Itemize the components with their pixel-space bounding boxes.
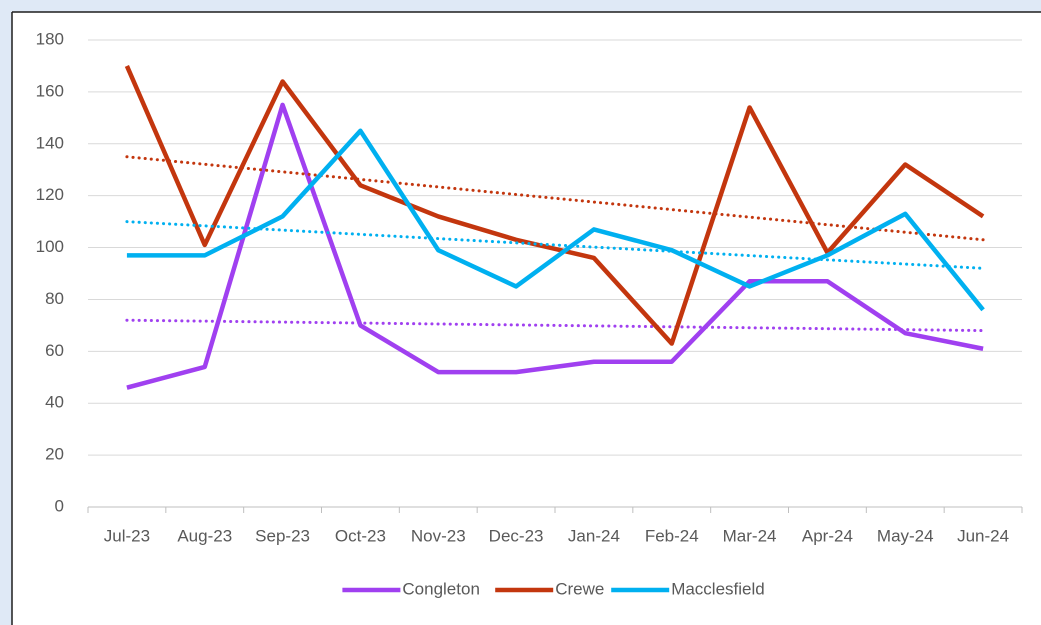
trendline xyxy=(125,318,985,333)
y-tick-label: 40 xyxy=(45,393,64,412)
legend-label: Crewe xyxy=(555,579,604,598)
series-line xyxy=(126,102,984,390)
x-tick-label: May-24 xyxy=(877,526,934,545)
y-tick-label: 120 xyxy=(36,185,64,204)
x-tick-label: Dec-23 xyxy=(489,526,544,545)
legend-label: Macclesfield xyxy=(671,579,765,598)
y-tick-label: 140 xyxy=(36,133,64,152)
y-tick-label: 60 xyxy=(45,341,64,360)
x-tick-label: Jun-24 xyxy=(957,526,1009,545)
y-tick-label: 100 xyxy=(36,237,64,256)
x-tick-label: Jul-23 xyxy=(104,526,150,545)
chart-area xyxy=(12,12,1041,625)
x-tick-label: Oct-23 xyxy=(335,526,386,545)
x-tick-label: Sep-23 xyxy=(255,526,310,545)
x-tick-label: Feb-24 xyxy=(645,526,699,545)
series-line xyxy=(124,65,985,346)
y-tick-label: 0 xyxy=(55,496,64,515)
y-tick-label: 180 xyxy=(36,29,64,48)
x-tick-label: Apr-24 xyxy=(802,526,853,545)
legend-label: Congleton xyxy=(402,579,480,598)
y-tick-label: 160 xyxy=(36,81,64,100)
x-tick-label: Aug-23 xyxy=(177,526,232,545)
x-tick-label: Jan-24 xyxy=(568,526,620,545)
series-line xyxy=(126,128,985,312)
y-tick-label: 20 xyxy=(45,445,64,464)
x-tick-label: Mar-24 xyxy=(723,526,777,545)
trendline xyxy=(125,220,985,270)
y-tick-label: 80 xyxy=(45,289,64,308)
x-tick-label: Nov-23 xyxy=(411,526,466,545)
